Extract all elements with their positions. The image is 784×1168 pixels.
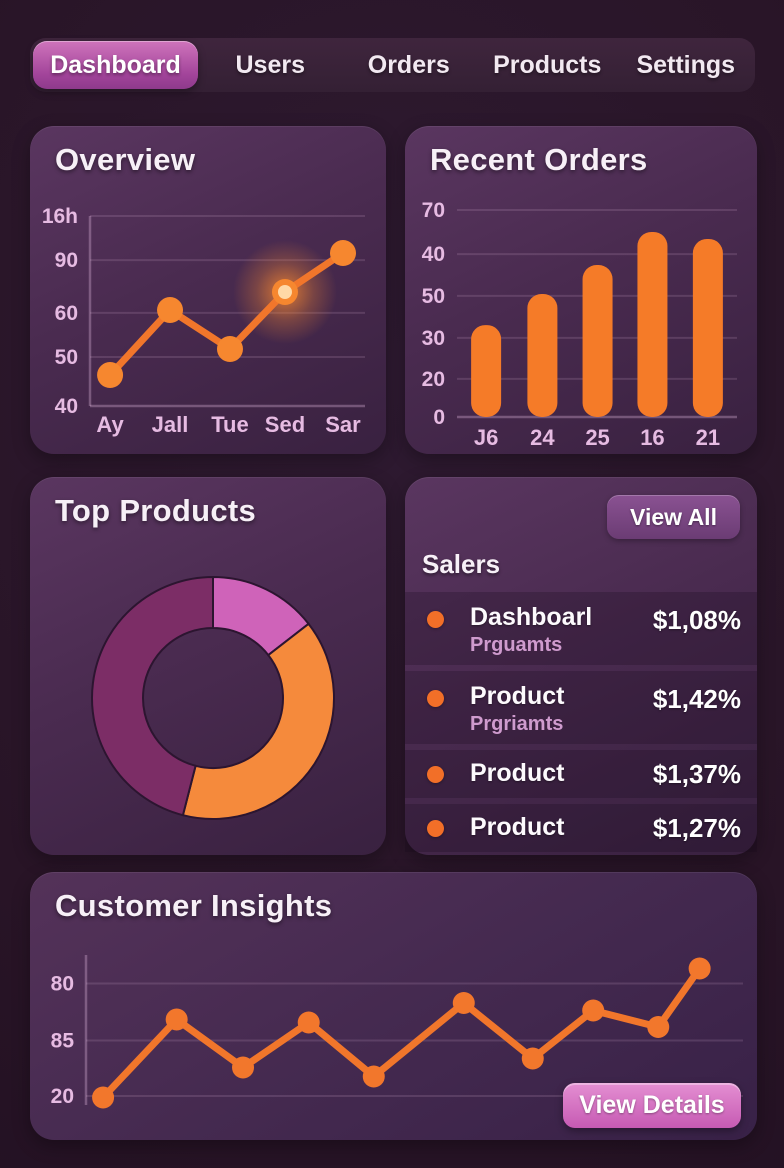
sales-row-subtitle: Prgriamts [470,713,564,736]
y-axis-tick: 80 [51,973,74,996]
x-axis-tick: Ay [96,412,124,437]
customer-insights-title: Customer Insights [55,888,333,923]
data-point [647,1016,670,1038]
bar [527,294,558,417]
x-axis-tick: 16 [640,425,664,450]
data-point [582,999,605,1022]
x-axis-tick: 25 [585,425,609,450]
x-axis-tick: Sar [325,412,361,437]
y-axis-tick: 70 [422,199,445,222]
y-axis-tick: 50 [422,285,445,308]
data-point [330,240,356,267]
glow-hot-center [277,285,292,299]
sales-list: Dashboarl Prguamts $1,08% Product Prgriamts $… [405,592,757,858]
sales-row-name: Dashboarl [470,603,593,631]
recent-orders-title: Recent Orders [430,142,648,177]
x-axis-tick: Tue [211,412,248,437]
sales-row: Product Prgriamts $1,42% [405,671,757,744]
recent-orders-card: Recent Orders 70 40 50 30 20 0 J6 24 25 16 21 [405,126,757,454]
nav-item-products[interactable]: Products [493,51,602,79]
y-axis-tick: 30 [422,327,445,350]
sales-row-value: $1,08% [652,605,741,635]
donut-segment-purple [91,575,214,817]
overview-title: Overview [55,142,196,177]
data-point [92,1086,115,1109]
overview-svg: 16h 90 60 50 40 Ay Jall Tue Sed Sar [42,205,365,437]
x-axis-tick: 24 [530,425,555,450]
sales-row: Product $1,37% [405,750,757,798]
top-products-title: Top Products [55,493,257,528]
sales-row-name: Product [470,813,565,842]
y-axis-tick: 85 [51,1030,75,1053]
bar [692,238,723,417]
view-all-button[interactable]: View All [607,495,740,539]
x-axis-tick: 21 [696,425,720,450]
bullet-dot-icon [427,765,444,783]
bullet-dot-icon [427,690,444,707]
data-point [232,1056,255,1079]
nav-item-settings[interactable]: Settings [636,51,736,79]
y-axis-tick: 0 [433,406,445,429]
sales-heading: Salers [422,549,501,579]
data-point [688,957,711,980]
y-axis-tick: 90 [55,249,78,272]
sales-row-value: $1,27% [652,812,741,843]
nav-item-orders[interactable]: Orders [367,51,450,79]
y-axis-tick: 40 [55,395,78,418]
x-axis-tick: Sed [265,412,305,437]
data-point [521,1047,544,1070]
sales-row: Dashboarl Prguamts $1,08% [405,592,757,665]
data-point [297,1011,320,1034]
data-point [165,1008,188,1031]
x-axis-tick: Jall [152,412,189,437]
data-point [97,362,124,389]
y-axis-tick: 40 [422,243,445,266]
sales-card: View All Salers Dashboarl Prguamts $1,08% P… [405,477,757,855]
y-axis-tick: 20 [51,1085,74,1108]
sales-row: Product $1,27% [405,804,757,852]
bullet-dot-icon [427,819,444,837]
top-products-card: Top Products [30,477,386,855]
bar [637,231,668,417]
sales-row-subtitle: Prguamts [470,634,563,657]
bar [582,265,613,417]
data-point [216,336,243,362]
view-details-button[interactable]: View Details [563,1083,741,1128]
sales-row-value: $1,37% [652,758,741,789]
donut-segment-orange [181,622,335,820]
recent-orders-bar-chart: 70 40 50 30 20 0 J6 24 25 16 21 [405,126,757,454]
sales-row-name: Product [470,682,565,710]
overview-line-chart: 16h 90 60 50 40 Ay Jall Tue Sed Sar [30,126,386,454]
nav-item-dashboard[interactable]: Dashboard [33,41,198,89]
top-products-donut-chart [30,477,386,855]
bar [471,325,502,417]
nav-item-users[interactable]: Users [235,51,306,79]
y-axis-tick: 16h [42,205,78,228]
navbar: Dashboard Users Orders Products Settings [30,38,755,92]
overview-card: Overview 16h 90 60 50 40 Ay Jall Tue Sed Sar [30,126,386,454]
y-axis-tick: 50 [55,346,78,369]
top_products-svg [91,575,335,820]
data-point [362,1065,385,1088]
bullet-dot-icon [427,611,444,628]
customer-insights-card: Customer Insights 80 85 20 View Details [30,872,757,1140]
data-point [452,992,475,1014]
sales-row-name: Product [470,759,565,788]
y-axis-tick: 60 [55,302,78,325]
recent_orders-svg: 70 40 50 30 20 0 J6 24 25 16 21 [422,199,737,450]
data-point [157,297,184,324]
data-line [99,965,704,1101]
y-axis-tick: 20 [422,368,445,391]
sales-row-value: $1,42% [652,684,741,714]
x-axis-tick: J6 [474,425,498,450]
